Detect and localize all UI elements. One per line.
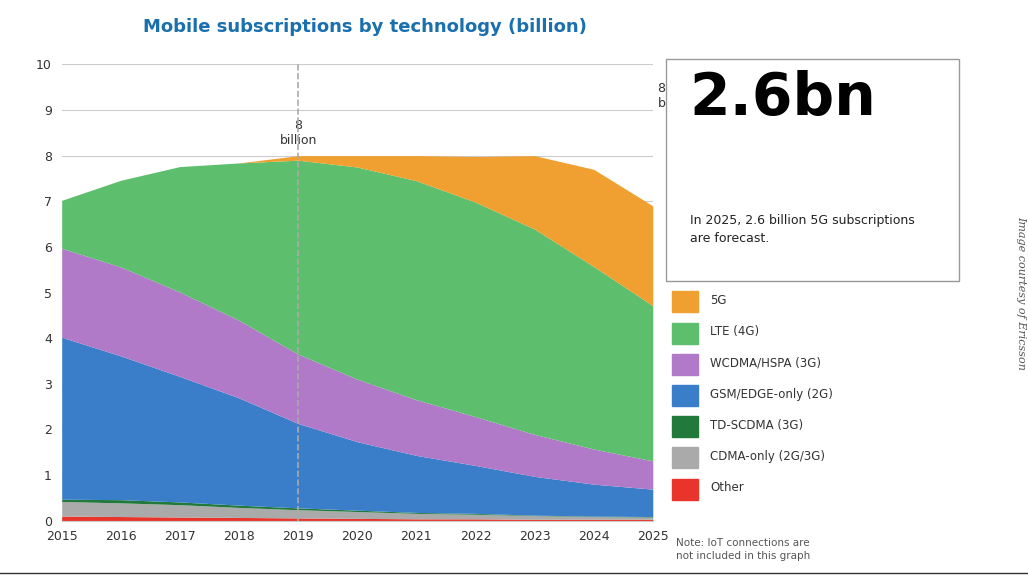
Text: 5G: 5G xyxy=(710,294,727,307)
Bar xyxy=(672,385,698,406)
Bar xyxy=(672,479,698,500)
Bar xyxy=(672,416,698,437)
Text: Image courtesy of Ericsson: Image courtesy of Ericsson xyxy=(1016,215,1026,370)
Bar xyxy=(672,291,698,312)
Text: 2.6bn: 2.6bn xyxy=(690,70,876,126)
Text: 8
billion: 8 billion xyxy=(280,119,317,147)
Text: 8.9
billion: 8.9 billion xyxy=(658,82,695,111)
Text: GSM/EDGE-only (2G): GSM/EDGE-only (2G) xyxy=(710,388,833,401)
Text: Mobile subscriptions by technology (billion): Mobile subscriptions by technology (bill… xyxy=(143,18,587,36)
Text: WCDMA/HSPA (3G): WCDMA/HSPA (3G) xyxy=(710,357,821,370)
Text: In 2025, 2.6 billion 5G subscriptions
are forecast.: In 2025, 2.6 billion 5G subscriptions ar… xyxy=(690,214,914,245)
Bar xyxy=(672,322,698,343)
Bar xyxy=(672,448,698,469)
Text: TD-SCDMA (3G): TD-SCDMA (3G) xyxy=(710,419,803,432)
Text: Note: IoT connections are
not included in this graph: Note: IoT connections are not included i… xyxy=(676,538,811,562)
Text: LTE (4G): LTE (4G) xyxy=(710,325,760,338)
Text: Other: Other xyxy=(710,481,744,494)
FancyBboxPatch shape xyxy=(666,58,959,281)
Text: CDMA-only (2G/3G): CDMA-only (2G/3G) xyxy=(710,450,825,463)
Bar xyxy=(672,354,698,375)
